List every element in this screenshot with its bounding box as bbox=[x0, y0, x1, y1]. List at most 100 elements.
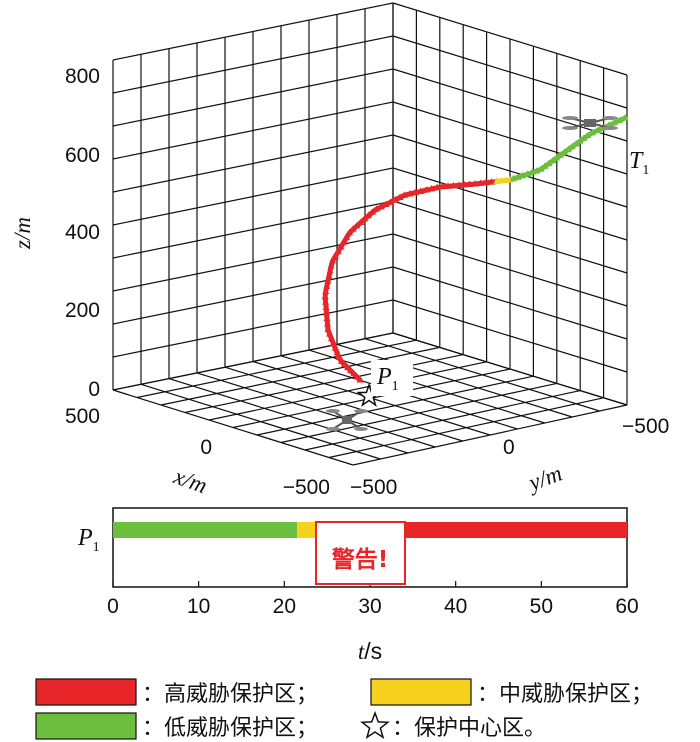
trajectory-marker bbox=[428, 184, 436, 192]
trajectory-marker bbox=[361, 215, 369, 222]
trajectory-marker bbox=[553, 154, 561, 161]
legend-item: ：中威胁保护区； bbox=[370, 678, 653, 707]
wall-gridline bbox=[112, 35, 394, 94]
trajectory-marker bbox=[322, 287, 330, 295]
trajectory-marker bbox=[396, 193, 404, 201]
trajectory-marker bbox=[533, 167, 541, 174]
star-icon bbox=[360, 710, 390, 740]
floor-gridline bbox=[336, 343, 573, 418]
z-tick-label: 800 bbox=[65, 65, 100, 88]
z-tick-label: 0 bbox=[88, 378, 100, 401]
trajectory-marker bbox=[331, 252, 339, 259]
plot-3d: 800 600 400 200 0 z/m 500 0 −500 x/m −50… bbox=[10, 2, 669, 499]
timeline-segment-low bbox=[113, 522, 298, 538]
trajectory-marker bbox=[322, 298, 330, 305]
y-tick-label: 0 bbox=[503, 436, 515, 459]
wall-gridline bbox=[112, 2, 394, 61]
wall-gridline bbox=[112, 134, 394, 193]
trajectory-marker bbox=[455, 181, 463, 188]
trajectory-marker bbox=[326, 267, 334, 274]
legend-item: ：高威胁保护区； bbox=[35, 678, 318, 707]
trajectory-marker bbox=[382, 200, 390, 208]
legend-swatch bbox=[370, 678, 472, 706]
trajectory-marker bbox=[433, 183, 441, 191]
plot-timeline: 0 10 20 30 40 50 60 P1 警告! t/s bbox=[77, 507, 639, 664]
trajectory-marker bbox=[365, 211, 373, 219]
trajectory-marker bbox=[417, 187, 425, 194]
trajectory-marker bbox=[564, 145, 572, 153]
trajectory-marker bbox=[349, 225, 357, 232]
trajectory-marker bbox=[610, 118, 618, 126]
trajectory-marker bbox=[324, 325, 332, 332]
wall-gridline bbox=[392, 167, 628, 241]
trajectory-marker bbox=[560, 148, 568, 155]
warning-text: 警告! bbox=[332, 547, 389, 573]
legend-label: ：中威胁保护区； bbox=[477, 682, 653, 707]
warning-box bbox=[315, 521, 406, 585]
floor-gridline bbox=[208, 361, 487, 421]
trajectory-marker bbox=[331, 344, 339, 351]
trajectory-marker bbox=[411, 188, 419, 196]
trajectory bbox=[321, 114, 629, 383]
timeline-segment-high bbox=[361, 522, 627, 538]
trajectory-marker bbox=[572, 140, 580, 147]
wall-gridline bbox=[392, 101, 628, 175]
trajectory-marker bbox=[337, 242, 345, 250]
trajectory-marker bbox=[329, 256, 337, 264]
trajectory-marker bbox=[343, 233, 351, 241]
floor-gridline bbox=[184, 354, 464, 414]
timeline-tick-label: 30 bbox=[358, 595, 381, 618]
z-tick-label: 600 bbox=[65, 144, 100, 167]
trajectory-marker bbox=[549, 156, 557, 164]
legend-label: ：低威胁保护区； bbox=[142, 716, 318, 741]
y-tick-label: −500 bbox=[350, 476, 397, 499]
trajectory-marker bbox=[588, 128, 596, 136]
timeline-tick-label: 20 bbox=[273, 595, 296, 618]
trajectory-marker bbox=[323, 319, 331, 327]
timeline-tick-label: 60 bbox=[615, 595, 638, 618]
trajectory-marker bbox=[537, 165, 545, 172]
trajectory-marker bbox=[449, 181, 457, 189]
trajectory-marker bbox=[391, 195, 399, 203]
trajectory-marker bbox=[387, 198, 395, 205]
trajectory-marker bbox=[335, 353, 343, 360]
timeline-axis-label: t/s bbox=[358, 638, 382, 664]
trajectory-marker bbox=[373, 205, 381, 212]
legend-item: ：低威胁保护区； bbox=[35, 712, 318, 741]
timeline-tick-label: 50 bbox=[530, 595, 553, 618]
p1-label: P1 bbox=[376, 364, 399, 394]
trajectory-marker bbox=[471, 179, 479, 187]
t1-label: T1 bbox=[629, 148, 649, 178]
trajectory-marker bbox=[406, 189, 414, 197]
legend-swatch bbox=[35, 712, 137, 740]
y-axis-label: y/m bbox=[524, 461, 566, 497]
z-tick-label: 200 bbox=[65, 299, 100, 322]
trajectory-marker bbox=[568, 142, 576, 150]
trajectory-marker bbox=[321, 292, 329, 300]
x-axis-label: x/m bbox=[170, 463, 211, 498]
legend-item: ：保护中心区。 bbox=[360, 710, 546, 741]
trajectory-marker bbox=[439, 182, 447, 190]
p1-label-box bbox=[371, 360, 413, 396]
legend-swatch bbox=[35, 678, 137, 706]
trajectory-marker bbox=[368, 208, 376, 215]
trajectory-marker bbox=[621, 114, 629, 121]
trajectory-marker bbox=[477, 179, 485, 186]
trajectory-marker bbox=[594, 126, 602, 133]
x-tick-label: −500 bbox=[283, 476, 330, 499]
wall-gridline bbox=[112, 68, 394, 127]
trajectory-marker bbox=[545, 159, 553, 167]
timeline-tick-label: 40 bbox=[444, 595, 467, 618]
drone-icon bbox=[326, 409, 368, 431]
x-tick-label: 500 bbox=[65, 405, 100, 428]
trajectory-marker bbox=[401, 191, 409, 198]
legend-label: ：高威胁保护区； bbox=[142, 682, 318, 707]
trajectory-marker bbox=[616, 116, 624, 123]
wall-gridline bbox=[392, 134, 628, 208]
trajectory-marker bbox=[345, 228, 353, 236]
grid-3d bbox=[112, 2, 628, 466]
trajectory-marker bbox=[323, 309, 331, 316]
trajectory-marker bbox=[460, 180, 468, 188]
wall-gridline bbox=[392, 68, 628, 142]
wall-gridline bbox=[112, 101, 394, 160]
